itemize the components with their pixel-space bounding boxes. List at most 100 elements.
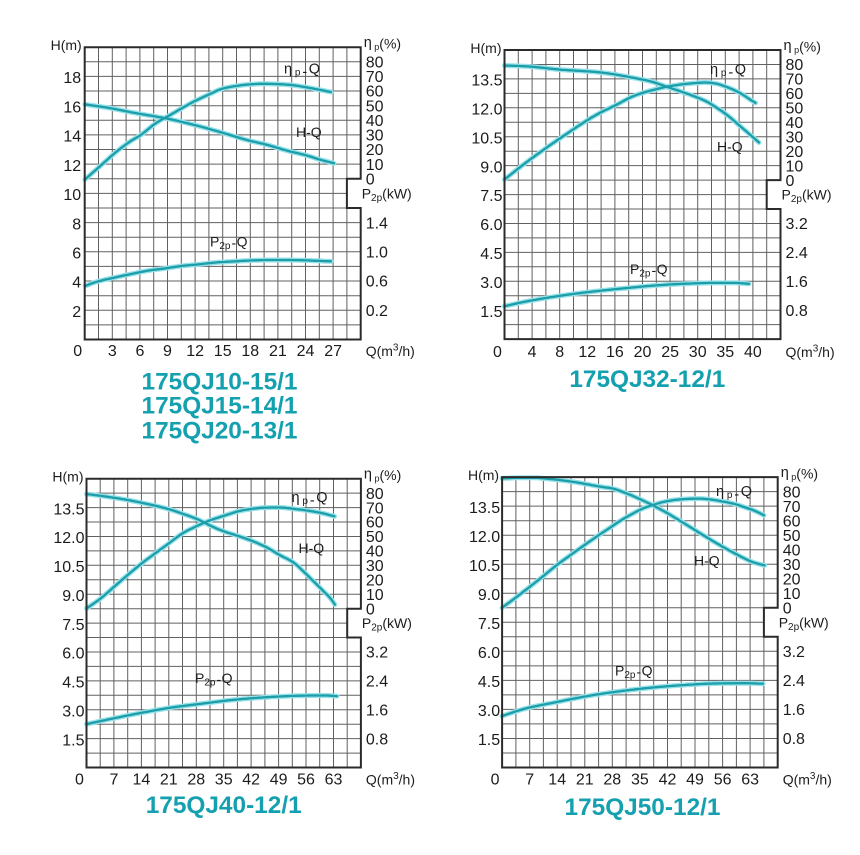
svg-text:49: 49 — [270, 772, 288, 789]
svg-text:30: 30 — [689, 344, 707, 361]
svg-text:18: 18 — [241, 343, 259, 360]
svg-text:35: 35 — [716, 344, 734, 361]
svg-text:4: 4 — [72, 275, 81, 292]
svg-text:1.0: 1.0 — [366, 245, 388, 262]
svg-text:0: 0 — [366, 601, 375, 618]
svg-text:70: 70 — [783, 499, 801, 516]
svg-text:60: 60 — [783, 513, 801, 530]
svg-text:35: 35 — [215, 772, 233, 789]
svg-text:80: 80 — [366, 55, 384, 72]
svg-text:40: 40 — [786, 115, 804, 132]
svg-text:12.0: 12.0 — [469, 529, 500, 546]
svg-text:1.5: 1.5 — [478, 732, 500, 749]
svg-text:0: 0 — [491, 772, 500, 789]
svg-text:12.0: 12.0 — [53, 530, 84, 547]
svg-text:H(m): H(m) — [51, 37, 82, 53]
svg-text:50: 50 — [366, 529, 384, 546]
svg-text:8: 8 — [72, 216, 81, 233]
svg-text:28: 28 — [603, 772, 621, 789]
svg-text:10: 10 — [366, 587, 384, 604]
svg-text:56: 56 — [714, 772, 732, 789]
svg-text:H-Q: H-Q — [296, 124, 322, 140]
svg-text:3.2: 3.2 — [366, 645, 388, 662]
svg-text:4.5: 4.5 — [480, 246, 502, 263]
svg-text:175QJ40-12/1: 175QJ40-12/1 — [146, 792, 302, 819]
svg-text:6.0: 6.0 — [62, 646, 84, 663]
svg-text:P2p(kW): P2p(kW) — [362, 615, 412, 634]
svg-text:20: 20 — [366, 573, 384, 590]
svg-text:7.5: 7.5 — [478, 616, 500, 633]
svg-text:27: 27 — [324, 343, 342, 360]
svg-text:70: 70 — [366, 500, 384, 517]
svg-text:20: 20 — [634, 344, 652, 361]
svg-text:56: 56 — [297, 772, 315, 789]
svg-text:10: 10 — [63, 187, 81, 204]
svg-text:7: 7 — [525, 772, 534, 789]
svg-text:P2p(kW): P2p(kW) — [362, 185, 412, 204]
svg-text:30: 30 — [366, 128, 384, 145]
svg-text:Q(m3/h): Q(m3/h) — [783, 771, 832, 788]
svg-text:30: 30 — [783, 557, 801, 574]
svg-text:1.6: 1.6 — [783, 702, 805, 719]
svg-text:80: 80 — [366, 486, 384, 503]
svg-text:Q(m3/h): Q(m3/h) — [366, 343, 415, 360]
svg-text:50: 50 — [786, 101, 804, 118]
svg-text:13.5: 13.5 — [469, 500, 500, 517]
svg-text:12: 12 — [578, 344, 596, 361]
svg-text:6.0: 6.0 — [478, 645, 500, 662]
svg-text:1.6: 1.6 — [366, 702, 388, 719]
svg-text:0: 0 — [783, 601, 792, 618]
svg-text:80: 80 — [783, 484, 801, 501]
svg-text:1.6: 1.6 — [786, 274, 808, 291]
svg-text:50: 50 — [366, 98, 384, 115]
svg-text:175QJ15-14/1: 175QJ15-14/1 — [142, 392, 298, 419]
svg-text:η p-Q: η p-Q — [292, 490, 328, 509]
svg-text:16: 16 — [606, 344, 624, 361]
svg-text:10.5: 10.5 — [471, 130, 502, 147]
svg-text:4.5: 4.5 — [478, 674, 500, 691]
svg-text:3: 3 — [108, 343, 117, 360]
svg-text:2.4: 2.4 — [783, 673, 805, 690]
svg-text:42: 42 — [242, 772, 260, 789]
svg-text:7.5: 7.5 — [480, 188, 502, 205]
svg-text:0: 0 — [75, 772, 84, 789]
svg-text:P2p(kW): P2p(kW) — [779, 614, 829, 633]
svg-text:16: 16 — [63, 99, 81, 116]
svg-text:40: 40 — [366, 113, 384, 130]
svg-text:12: 12 — [186, 343, 204, 360]
svg-text:4.5: 4.5 — [62, 675, 84, 692]
svg-text:7.5: 7.5 — [62, 617, 84, 634]
svg-text:3.0: 3.0 — [62, 703, 84, 720]
svg-text:10.5: 10.5 — [469, 558, 500, 575]
svg-text:35: 35 — [631, 772, 649, 789]
svg-text:H-Q: H-Q — [694, 553, 720, 569]
svg-text:60: 60 — [366, 84, 384, 101]
svg-text:η p(%): η p(%) — [784, 38, 821, 55]
svg-text:175QJ32-12/1: 175QJ32-12/1 — [569, 366, 725, 393]
svg-text:10: 10 — [786, 158, 804, 175]
svg-text:60: 60 — [786, 86, 804, 103]
svg-text:25: 25 — [661, 344, 679, 361]
svg-text:20: 20 — [366, 142, 384, 159]
svg-text:28: 28 — [187, 772, 205, 789]
svg-text:12.0: 12.0 — [471, 102, 502, 119]
svg-text:η p-Q: η p-Q — [716, 484, 752, 503]
svg-text:21: 21 — [269, 343, 287, 360]
svg-text:0.8: 0.8 — [366, 731, 388, 748]
svg-text:6: 6 — [135, 343, 144, 360]
svg-text:7: 7 — [109, 772, 118, 789]
svg-text:10: 10 — [783, 586, 801, 603]
svg-text:50: 50 — [783, 528, 801, 545]
svg-text:60: 60 — [366, 515, 384, 532]
svg-text:12: 12 — [63, 158, 81, 175]
svg-text:40: 40 — [744, 344, 762, 361]
svg-text:13.5: 13.5 — [471, 73, 502, 90]
svg-text:0.2: 0.2 — [366, 303, 388, 320]
svg-text:0: 0 — [73, 343, 82, 360]
svg-text:3.0: 3.0 — [478, 703, 500, 720]
svg-text:1.5: 1.5 — [62, 732, 84, 749]
svg-text:10.5: 10.5 — [53, 559, 84, 576]
svg-text:63: 63 — [325, 772, 343, 789]
svg-text:8: 8 — [555, 344, 564, 361]
svg-text:63: 63 — [741, 772, 759, 789]
